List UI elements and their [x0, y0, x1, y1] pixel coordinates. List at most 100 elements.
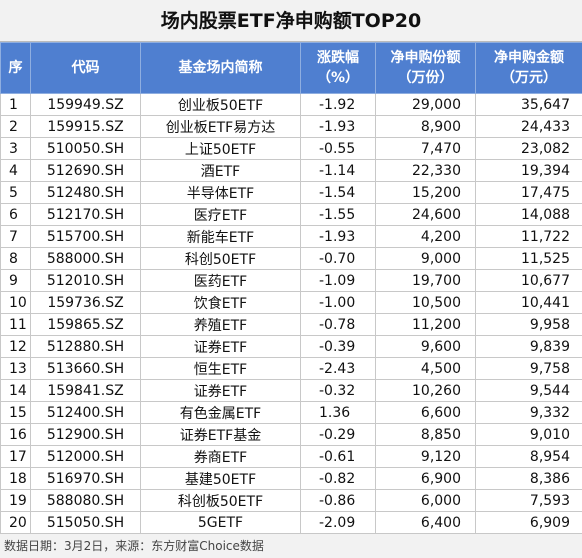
table-cell: 券商ETF — [141, 446, 301, 468]
table-cell: 6,600 — [376, 402, 476, 424]
table-cell: 17 — [1, 446, 31, 468]
table-cell: 16 — [1, 424, 31, 446]
table-cell: 科创50ETF — [141, 248, 301, 270]
table-cell: 5 — [1, 182, 31, 204]
table-cell: 24,433 — [476, 116, 582, 138]
table-cell: 有色金属ETF — [141, 402, 301, 424]
table-title: 场内股票ETF净申购额TOP20 — [0, 0, 582, 42]
table-cell: 6,000 — [376, 490, 476, 512]
table-cell: 证券ETF — [141, 336, 301, 358]
table-cell: -0.55 — [301, 138, 376, 160]
table-cell: 13 — [1, 358, 31, 380]
table-cell: 22,330 — [376, 160, 476, 182]
table-cell: 23,082 — [476, 138, 582, 160]
table-cell: 19,394 — [476, 160, 582, 182]
table-cell: 11 — [1, 314, 31, 336]
table-cell: -0.32 — [301, 380, 376, 402]
header-line: （万份） — [376, 68, 475, 88]
table-cell: 创业板50ETF — [141, 94, 301, 116]
table-cell: -1.54 — [301, 182, 376, 204]
header-line: 基金场内简称 — [141, 58, 300, 78]
table-cell: 4,200 — [376, 226, 476, 248]
table-cell: 15,200 — [376, 182, 476, 204]
table-cell: 512010.SH — [31, 270, 141, 292]
table-cell: 7,470 — [376, 138, 476, 160]
table-cell: 10,441 — [476, 292, 582, 314]
table-cell: 6,909 — [476, 512, 582, 534]
table-cell: 9,758 — [476, 358, 582, 380]
table-cell: 7 — [1, 226, 31, 248]
table-cell: 515700.SH — [31, 226, 141, 248]
table-cell: 证券ETF — [141, 380, 301, 402]
table-cell: 9,600 — [376, 336, 476, 358]
table-cell: 29,000 — [376, 94, 476, 116]
table-cell: 512400.SH — [31, 402, 141, 424]
table-cell: 12 — [1, 336, 31, 358]
header-line: （万元） — [476, 68, 582, 88]
table-cell: -0.70 — [301, 248, 376, 270]
table-cell: -1.00 — [301, 292, 376, 314]
table-cell: -0.61 — [301, 446, 376, 468]
table-cell: 酒ETF — [141, 160, 301, 182]
table-cell: -1.55 — [301, 204, 376, 226]
table-cell: -0.29 — [301, 424, 376, 446]
table-cell: 14 — [1, 380, 31, 402]
table-cell: 7,593 — [476, 490, 582, 512]
table-cell: 8 — [1, 248, 31, 270]
header-row: 序代码基金场内简称涨跌幅（%）净申购份额（万份）净申购金额（万元） — [1, 43, 582, 94]
table-cell: 512480.SH — [31, 182, 141, 204]
table-cell: -1.09 — [301, 270, 376, 292]
table-cell: 17,475 — [476, 182, 582, 204]
table-cell: 9 — [1, 270, 31, 292]
table-cell: 3 — [1, 138, 31, 160]
table-cell: 9,958 — [476, 314, 582, 336]
table-cell: 19 — [1, 490, 31, 512]
table-cell: 1 — [1, 94, 31, 116]
table-cell: 基建50ETF — [141, 468, 301, 490]
table-cell: 4,500 — [376, 358, 476, 380]
table-cell: 159949.SZ — [31, 94, 141, 116]
header-cell: 净申购金额（万元） — [476, 43, 582, 94]
table-cell: -1.14 — [301, 160, 376, 182]
table-cell: 9,010 — [476, 424, 582, 446]
table-cell: 11,525 — [476, 248, 582, 270]
table-cell: 5GETF — [141, 512, 301, 534]
table-cell: 1.36 — [301, 402, 376, 424]
table-cell: 2 — [1, 116, 31, 138]
table-cell: -1.93 — [301, 116, 376, 138]
table-cell: 9,000 — [376, 248, 476, 270]
table-cell: 科创板50ETF — [141, 490, 301, 512]
table-cell: 15 — [1, 402, 31, 424]
table-cell: 10 — [1, 292, 31, 314]
table-cell: 588000.SH — [31, 248, 141, 270]
table-cell: 19,700 — [376, 270, 476, 292]
header-line: （%） — [301, 68, 375, 88]
table-cell: 9,839 — [476, 336, 582, 358]
table-cell: 新能车ETF — [141, 226, 301, 248]
footer-note: 数据日期：3月2日，来源：东方财富Choice数据 — [0, 534, 582, 558]
table-cell: 6,900 — [376, 468, 476, 490]
table-cell: 证券ETF基金 — [141, 424, 301, 446]
table-cell: -2.43 — [301, 358, 376, 380]
table-cell: 4 — [1, 160, 31, 182]
header-cell: 基金场内简称 — [141, 43, 301, 94]
table-cell: 8,850 — [376, 424, 476, 446]
table-cell: -0.39 — [301, 336, 376, 358]
header-line: 净申购份额 — [376, 48, 475, 68]
table-cell: 159736.SZ — [31, 292, 141, 314]
header-line: 净申购金额 — [476, 48, 582, 68]
table-cell: 8,900 — [376, 116, 476, 138]
